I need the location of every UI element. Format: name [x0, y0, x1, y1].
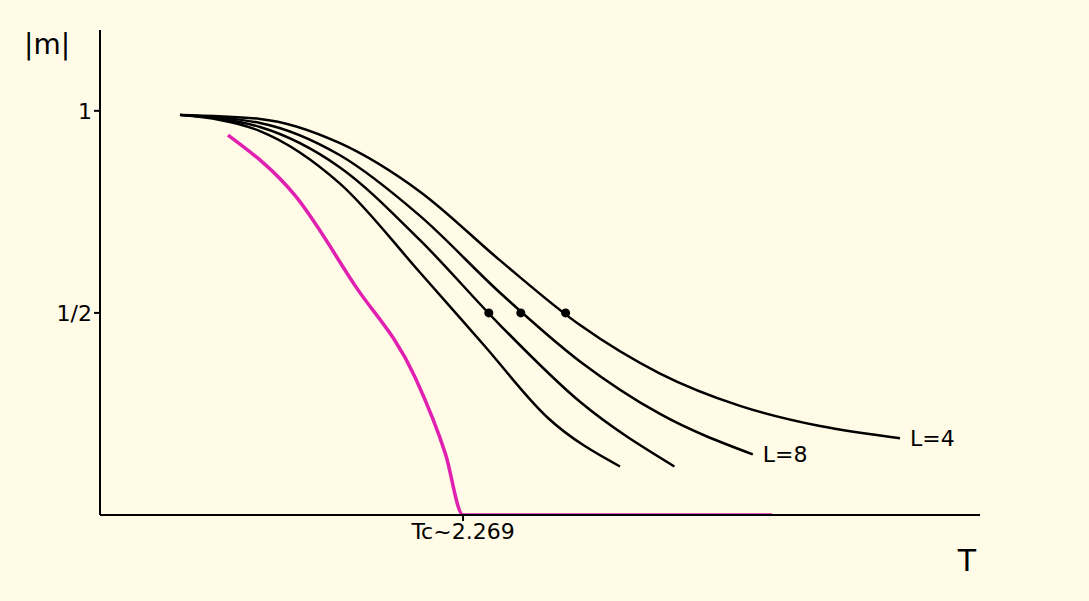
svg-text:Tc~2.269: Tc~2.269: [410, 519, 514, 544]
svg-text:T: T: [957, 543, 977, 578]
svg-text:1: 1: [78, 99, 92, 124]
svg-text:1/2: 1/2: [57, 301, 92, 326]
svg-text:|m|: |m|: [24, 28, 70, 61]
svg-text:L=8: L=8: [763, 442, 808, 467]
svg-text:L=4: L=4: [910, 426, 955, 451]
